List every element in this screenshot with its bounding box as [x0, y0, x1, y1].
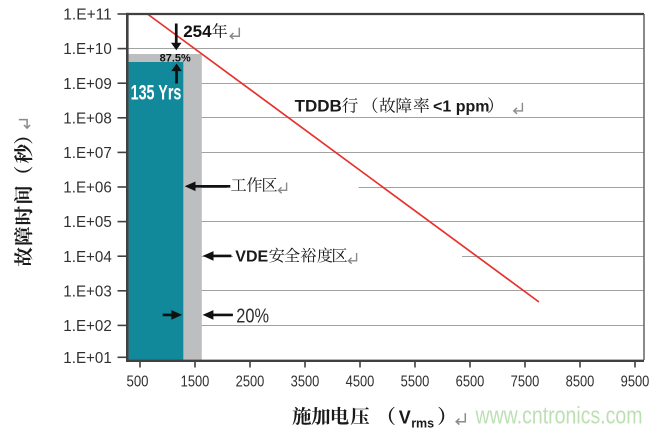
svg-text:V: V — [399, 407, 411, 427]
svg-text:135 Yrs: 135 Yrs — [131, 81, 182, 104]
svg-text:1.E+11: 1.E+11 — [63, 7, 112, 24]
svg-text:rms: rms — [411, 416, 434, 430]
svg-text:6500: 6500 — [456, 373, 485, 390]
svg-text:1.E+01: 1.E+01 — [63, 350, 112, 367]
svg-text:254: 254 — [183, 22, 212, 41]
svg-text:TDDB: TDDB — [295, 97, 342, 116]
svg-text:1.E+09: 1.E+09 — [63, 76, 112, 93]
svg-text:1.E+04: 1.E+04 — [63, 249, 112, 266]
svg-text:2500: 2500 — [236, 373, 265, 390]
svg-text:4500: 4500 — [346, 373, 375, 390]
svg-text:8500: 8500 — [566, 373, 595, 390]
svg-text:1.E+08: 1.E+08 — [63, 110, 112, 127]
svg-text:1.E+02: 1.E+02 — [63, 318, 112, 335]
svg-text:1.E+03: 1.E+03 — [63, 283, 112, 300]
svg-text:5500: 5500 — [401, 373, 430, 390]
svg-text:1.E+10: 1.E+10 — [63, 41, 112, 58]
svg-text:1.E+05: 1.E+05 — [63, 214, 112, 231]
svg-text:20%: 20% — [236, 306, 269, 328]
svg-text:7500: 7500 — [511, 373, 540, 390]
svg-text:www.cntronics.com: www.cntronics.com — [475, 402, 643, 429]
svg-text:3500: 3500 — [291, 373, 320, 390]
svg-text:1.E+07: 1.E+07 — [63, 145, 112, 162]
svg-text:VDE: VDE — [235, 248, 268, 265]
svg-text:1.E+06: 1.E+06 — [63, 180, 112, 197]
svg-text:87.5%: 87.5% — [160, 52, 192, 64]
svg-text:<1 ppm: <1 ppm — [433, 99, 489, 116]
svg-text:500: 500 — [127, 373, 149, 390]
svg-text:9500: 9500 — [621, 373, 650, 390]
svg-text:1500: 1500 — [181, 373, 210, 390]
